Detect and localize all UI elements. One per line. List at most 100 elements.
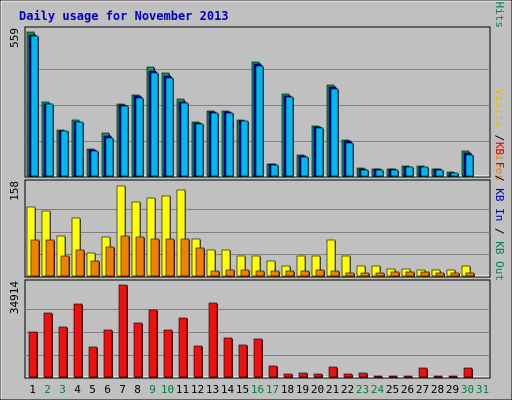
day-labels: 1 2 3 4 5 6 7 8 9 10 11 12 13 14 15 16 17 18 19 20 21 22 23 24 2… — [29, 383, 489, 396]
panel-middle: 158 Visits / Sites — [8, 88, 506, 278]
bar-sites-day-19 — [300, 270, 310, 277]
bar-kb-f-day-28 — [433, 375, 443, 378]
panel-middle-side-label: Visits / Sites — [493, 88, 506, 181]
day-label-5: 5 — [89, 383, 96, 396]
bar-kb-f-day-14 — [223, 337, 233, 378]
bar-visits-day-21 — [326, 239, 336, 277]
bar-sites-day-11 — [180, 238, 190, 277]
bar-sites-day-26 — [405, 271, 415, 277]
bar-pages-day-21 — [330, 88, 339, 177]
bar-kb-f-day-29 — [448, 375, 458, 378]
bar-pages-day-7 — [120, 105, 129, 177]
bar-kb-f-day-13 — [208, 302, 218, 378]
day-label-31: 31 — [476, 383, 489, 396]
bar-sites-day-20 — [315, 269, 325, 277]
bar-kb-f-day-5 — [88, 346, 98, 378]
panels: 559 Pages / Files / Hits 158 Visits / Sites… — [8, 0, 506, 379]
bar-pages-day-18 — [285, 96, 294, 177]
panel-bottom-side-label: KB F / KB In / KB Out — [493, 142, 506, 281]
bar-kb-f-day-1 — [28, 331, 38, 378]
bar-kb-f-day-22 — [343, 373, 353, 378]
bar-sites-day-5 — [90, 260, 100, 277]
bar-pages-day-17 — [270, 164, 279, 177]
day-label-27: 27 — [416, 383, 429, 396]
bar-sites-day-12 — [195, 247, 205, 277]
side-label-part-3: / — [493, 221, 506, 241]
panel-top-side-label: Pages / Files / Hits — [493, 0, 506, 28]
panel-middle-max-label: 158 — [8, 181, 21, 201]
day-label-18: 18 — [281, 383, 294, 396]
bar-kb-f-day-15 — [238, 344, 248, 378]
bar-sites-day-18 — [285, 270, 295, 277]
day-label-22: 22 — [341, 383, 354, 396]
bar-pages-day-6 — [105, 137, 114, 177]
bar-pages-day-12 — [195, 123, 204, 177]
day-label-21: 21 — [326, 383, 339, 396]
panel-bottom-max-label: 34914 — [8, 281, 21, 314]
day-label-3: 3 — [59, 383, 66, 396]
panel-bottom: 34914 KB F / KB In / KB Out — [8, 142, 506, 379]
bar-sites-day-4 — [75, 249, 85, 277]
bar-sites-day-3 — [60, 255, 70, 277]
panel-top-max-label: 559 — [8, 28, 21, 48]
bar-kb-f-day-11 — [178, 317, 188, 378]
bar-pages-day-19 — [300, 156, 309, 177]
bar-sites-day-22 — [345, 272, 355, 277]
bar-kb-f-day-25 — [388, 375, 398, 378]
bar-shadow-kb-f-day-28 — [435, 377, 443, 378]
bar-pages-day-27 — [420, 166, 429, 177]
side-label-part-2: Sites — [493, 148, 506, 181]
bar-sites-day-30 — [465, 272, 475, 277]
bar-kb-f-day-21 — [328, 366, 338, 378]
day-label-30: 30 — [461, 383, 474, 396]
side-label-part-3: / — [493, 0, 506, 2]
bar-pages-day-20 — [315, 127, 324, 177]
bar-kb-f-day-24 — [373, 375, 383, 378]
day-label-7: 7 — [119, 383, 126, 396]
bar-kb-f-day-10 — [163, 329, 173, 378]
bar-kb-f-day-3 — [58, 326, 68, 378]
bar-sites-day-27 — [420, 271, 430, 277]
bar-kb-f-day-7 — [118, 284, 128, 378]
bar-pages-day-5 — [90, 150, 99, 177]
day-label-25: 25 — [386, 383, 399, 396]
day-label-17: 17 — [266, 383, 279, 396]
bar-kb-f-day-17 — [268, 365, 278, 378]
bar-pages-day-24 — [375, 169, 384, 177]
bar-kb-f-day-30 — [463, 367, 473, 378]
bar-sites-day-10 — [165, 238, 175, 277]
bar-shadow-kb-f-day-24 — [375, 377, 383, 378]
bar-pages-day-15 — [240, 120, 249, 177]
day-label-29: 29 — [446, 383, 459, 396]
bar-sites-day-13 — [210, 270, 220, 277]
bar-sites-day-6 — [105, 246, 115, 277]
day-label-9: 9 — [149, 383, 156, 396]
bar-kb-f-day-19 — [298, 372, 308, 378]
bar-sites-day-25 — [390, 271, 400, 277]
day-label-26: 26 — [401, 383, 414, 396]
bar-pages-day-9 — [150, 72, 159, 177]
bar-kb-f-day-12 — [193, 345, 203, 378]
side-label-part-4: KB Out — [493, 241, 506, 281]
side-label-part-0: KB F — [493, 142, 506, 169]
bar-pages-day-2 — [45, 103, 54, 177]
bar-kb-f-day-23 — [358, 372, 368, 378]
day-label-11: 11 — [176, 383, 189, 396]
bar-pages-day-28 — [435, 169, 444, 177]
day-label-6: 6 — [104, 383, 111, 396]
bar-sites-day-23 — [360, 272, 370, 277]
bar-pages-day-10 — [165, 77, 174, 177]
bar-kb-f-day-6 — [103, 329, 113, 378]
chart-title: Daily usage for November 2013 — [19, 9, 229, 23]
day-label-13: 13 — [206, 383, 219, 396]
bar-sites-day-15 — [240, 269, 250, 277]
panel-top: 559 Pages / Files / Hits — [8, 0, 506, 178]
bar-pages-day-16 — [255, 65, 264, 177]
bar-sites-day-28 — [435, 272, 445, 277]
day-label-15: 15 — [236, 383, 249, 396]
bar-sites-day-14 — [225, 269, 235, 277]
bar-sites-day-8 — [135, 236, 145, 277]
day-label-19: 19 — [296, 383, 309, 396]
day-label-14: 14 — [221, 383, 235, 396]
day-label-16: 16 — [251, 383, 264, 396]
